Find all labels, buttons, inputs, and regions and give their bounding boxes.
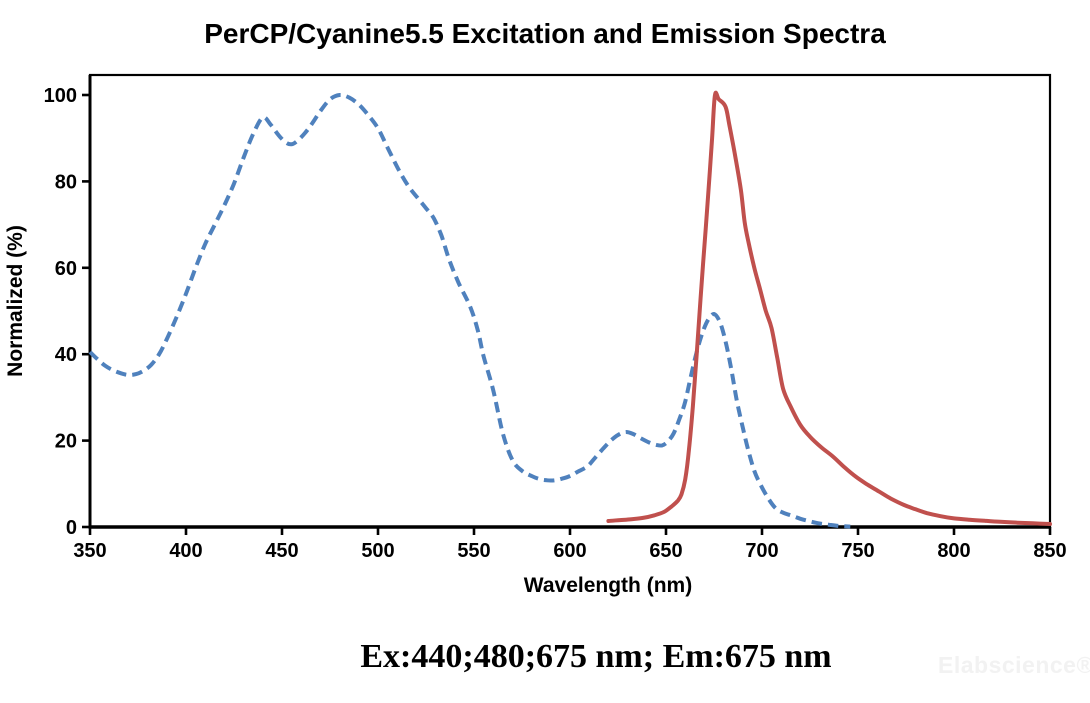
figure-caption: Ex:440;480;675 nm; Em:675 nm (360, 638, 832, 675)
x-axis-tick-label: 350 (73, 540, 106, 562)
excitation-curve (88, 92, 851, 529)
y-axis-title: Normalized (%) (4, 225, 27, 377)
emission-curve (606, 90, 1052, 526)
x-axis-tick-label: 450 (265, 540, 298, 562)
x-axis-tick-label: 400 (169, 540, 202, 562)
y-axis-tick-label: 20 (55, 431, 77, 453)
x-axis-tick-label: 500 (361, 540, 394, 562)
elabscience-watermark: Elabscience® (938, 652, 1090, 678)
plot-border (88, 73, 1052, 529)
x-axis-tick-label: 600 (553, 540, 586, 562)
y-axis-tick-label: 40 (55, 344, 77, 366)
x-axis-tick-label: 850 (1033, 540, 1066, 562)
x-axis-tick-label: 650 (649, 540, 682, 562)
x-axis-tick-label: 800 (937, 540, 970, 562)
x-axis-tick-label: 550 (457, 540, 490, 562)
x-axis-tick-label: 700 (745, 540, 778, 562)
y-axis-tick-label: 100 (44, 85, 77, 107)
y-axis-tick-label: 60 (55, 258, 77, 280)
chart-title: PerCP/Cyanine5.5 Excitation and Emission… (204, 18, 886, 49)
x-axis-title: Wavelength (nm) (524, 574, 692, 597)
y-axis-tick-label: 80 (55, 171, 77, 193)
y-axis-tick-label: 0 (66, 517, 77, 539)
x-axis-tick-label: 750 (841, 540, 874, 562)
